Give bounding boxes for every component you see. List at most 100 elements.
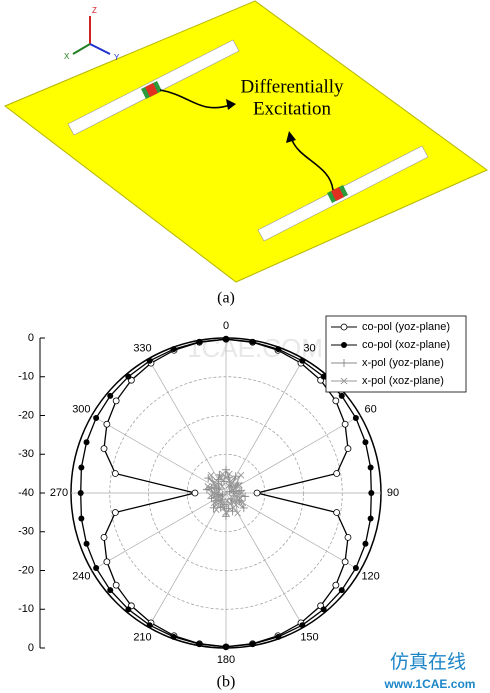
marker	[239, 499, 247, 507]
grid-spoke	[225, 415, 361, 494]
marker	[222, 465, 230, 474]
watermark-url: www.1CAE.com	[384, 677, 476, 691]
marker	[107, 392, 114, 399]
marker	[299, 622, 306, 629]
marker	[112, 581, 120, 589]
marker	[234, 509, 241, 517]
marker	[226, 470, 233, 478]
grid-spoke	[91, 492, 227, 571]
grid-spoke	[148, 358, 227, 494]
marker	[212, 483, 220, 491]
arrow	[291, 139, 334, 191]
theta-tick-label: 240	[72, 570, 90, 582]
theta-tick-label: 210	[133, 632, 151, 644]
marker	[237, 471, 245, 479]
marker	[218, 482, 226, 490]
marker	[352, 415, 359, 422]
marker	[78, 464, 85, 471]
r-tick-label: -10	[18, 371, 34, 383]
theta-tick-label: 0	[223, 320, 229, 332]
watermark: 1CAE.COM	[187, 333, 323, 363]
marker	[146, 357, 153, 364]
x-axis	[72, 43, 91, 55]
marker	[93, 564, 100, 571]
marker	[333, 470, 341, 477]
marker	[204, 483, 212, 490]
marker	[338, 392, 345, 399]
marker	[78, 515, 85, 522]
marker	[224, 497, 231, 504]
marker	[362, 540, 369, 547]
r-tick-label: -10	[18, 603, 34, 615]
marker	[237, 494, 244, 502]
marker	[332, 397, 340, 405]
marker	[333, 509, 341, 516]
theta-tick-label: 60	[365, 403, 377, 415]
marker	[211, 489, 218, 497]
r-tick-label: -20	[18, 564, 34, 576]
marker	[338, 587, 345, 594]
arrow-head	[226, 99, 236, 110]
marker	[196, 641, 203, 648]
marker	[362, 439, 369, 446]
marker	[320, 606, 327, 613]
axis-label: X	[64, 52, 70, 61]
marker	[219, 504, 227, 512]
marker	[111, 470, 119, 477]
marker	[231, 472, 240, 481]
marker	[367, 464, 374, 471]
annotation: Excitation	[253, 98, 332, 119]
axis-label: Z	[92, 6, 97, 15]
marker	[170, 633, 177, 640]
marker	[100, 445, 108, 453]
theta-tick-label: 30	[303, 342, 315, 354]
marker	[230, 491, 237, 498]
watermark: 仿真在线	[390, 651, 466, 673]
theta-tick-label: 180	[217, 654, 235, 666]
marker	[209, 503, 218, 512]
marker	[77, 490, 84, 496]
theta-tick-label: 300	[72, 403, 90, 415]
marker	[344, 533, 352, 541]
marker	[249, 641, 256, 648]
theta-tick-label: 90	[387, 487, 399, 499]
marker	[103, 558, 111, 566]
marker	[344, 445, 352, 453]
r-tick-label: 0	[28, 642, 34, 654]
marker	[215, 488, 222, 495]
marker	[222, 512, 230, 521]
port	[145, 83, 158, 97]
grid-spoke	[225, 492, 304, 628]
marker	[222, 509, 230, 516]
marker	[146, 622, 153, 629]
marker	[217, 495, 225, 503]
caption: (b)	[217, 674, 236, 691]
marker	[93, 415, 100, 422]
marker	[125, 606, 132, 613]
marker	[320, 373, 327, 380]
r-tick-label: -20	[18, 409, 34, 421]
marker	[196, 338, 203, 345]
marker	[238, 489, 245, 497]
grid-spoke	[91, 415, 227, 494]
marker	[83, 540, 90, 547]
marker	[223, 336, 229, 343]
legend-marker	[340, 323, 348, 331]
marker	[367, 515, 374, 522]
grid-spoke	[148, 492, 227, 628]
annotation: Differentially	[240, 76, 344, 97]
axis-label: Y	[114, 53, 120, 62]
marker	[223, 643, 229, 650]
legend-label: co-pol (yoz-plane)	[362, 321, 450, 333]
ground-plane	[4, 0, 488, 283]
arrow	[159, 89, 231, 109]
marker	[341, 420, 349, 428]
legend-marker	[340, 377, 348, 385]
legend-label: co-pol (xoz-plane)	[362, 339, 450, 351]
marker	[125, 373, 132, 380]
marker	[111, 509, 119, 516]
marker	[239, 503, 248, 512]
marker	[231, 497, 239, 504]
marker	[83, 439, 90, 446]
legend-marker	[341, 342, 347, 348]
